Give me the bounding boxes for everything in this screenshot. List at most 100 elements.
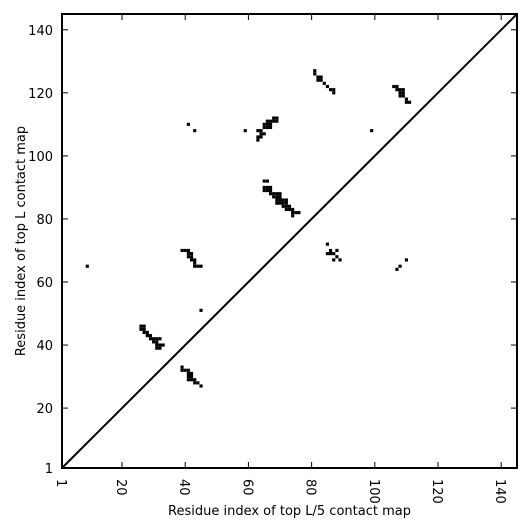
contact-point [284,207,288,212]
contact-point [148,334,153,338]
contact-point [155,346,159,350]
contact-point [275,116,279,120]
contact-point [370,129,374,133]
x-tick-label: 140 [492,479,507,504]
contact-point [142,324,146,328]
contact-point [152,340,156,344]
contact-point [262,125,266,130]
contact-point [189,378,194,382]
contact-point [332,91,336,95]
contact-point [186,255,190,259]
contact-point [85,264,89,268]
contact-point [395,267,399,271]
contact-point [401,88,405,92]
contact-point [256,135,260,139]
contact-point [278,195,282,199]
contact-point [398,94,402,98]
contact-point [325,84,329,89]
contact-point [243,129,247,133]
contact-point [183,368,187,372]
contact-point [139,324,143,328]
contact-point [287,207,292,212]
contact-point [278,198,282,202]
x-tick-label: 40 [176,479,191,496]
contact-point [186,378,190,382]
contact-point [392,84,396,89]
contact-point [268,119,273,123]
contact-point [401,91,405,95]
contact-point [313,69,317,73]
contact-point [338,258,342,262]
contact-point [407,100,412,104]
contact-point [189,374,194,379]
contact-point [193,381,197,385]
contact-point [180,368,184,372]
y-tick-label: 40 [36,339,53,354]
contact-point [395,84,399,89]
contact-point [262,188,266,193]
contact-point [189,371,194,375]
contact-point [313,72,317,76]
contact-point [265,185,269,189]
contact-point [322,81,326,85]
contact-point [139,327,143,331]
contact-point [142,327,146,331]
contact-point [275,201,279,205]
contact-point [161,343,165,347]
contact-point [145,330,149,334]
contact-point [332,252,336,256]
contact-point [155,340,159,344]
contact-point [272,192,276,196]
contact-point [284,204,288,208]
contact-point [319,78,323,82]
contact-point [268,192,273,196]
x-tick-label: 80 [303,479,318,496]
contact-point [404,100,408,104]
contact-point [199,384,203,388]
contact-point [268,188,273,193]
y-tick-label: 140 [28,24,53,39]
contact-point [335,248,339,253]
y-axis-label: Residue index of top L contact map [14,126,29,356]
contact-point [259,135,263,139]
contact-point [152,337,156,341]
contact-point [275,195,279,199]
contact-point [262,179,266,183]
contact-point [335,255,339,259]
contact-point [259,132,263,136]
contact-point [196,381,200,385]
plot-frame [61,13,518,469]
contact-point [193,129,197,133]
contact-point [316,75,320,79]
contact-point [259,129,263,133]
x-tick-label: 20 [113,479,128,496]
contact-point [199,264,203,268]
contact-point [142,330,146,334]
contact-point [148,337,153,341]
contact-point [291,214,295,218]
contact-point [329,252,333,256]
contact-point [291,211,295,215]
contact-point [268,125,273,130]
contact-point [294,211,298,215]
contact-point [297,211,301,215]
y-tick-label: 20 [36,402,53,417]
contact-point [319,75,323,79]
contact-point [180,365,184,369]
contact-point [265,119,269,123]
contact-point [186,248,190,253]
contact-point [278,192,282,196]
contact-point [398,264,402,268]
contact-point [189,258,194,262]
contact-point [281,201,285,205]
contact-point [186,374,190,379]
x-axis-label: Residue index of top L/5 contact map [168,504,411,519]
contact-point [189,255,194,259]
x-axis-ticks: 1 20 40 60 80 100 120 140 [53,14,507,504]
contact-point [189,252,194,256]
contact-point [186,368,190,372]
contact-point [155,343,159,347]
contact-point [275,192,279,196]
y-tick-label: 80 [36,213,53,228]
x-tick-label: 100 [366,479,381,504]
